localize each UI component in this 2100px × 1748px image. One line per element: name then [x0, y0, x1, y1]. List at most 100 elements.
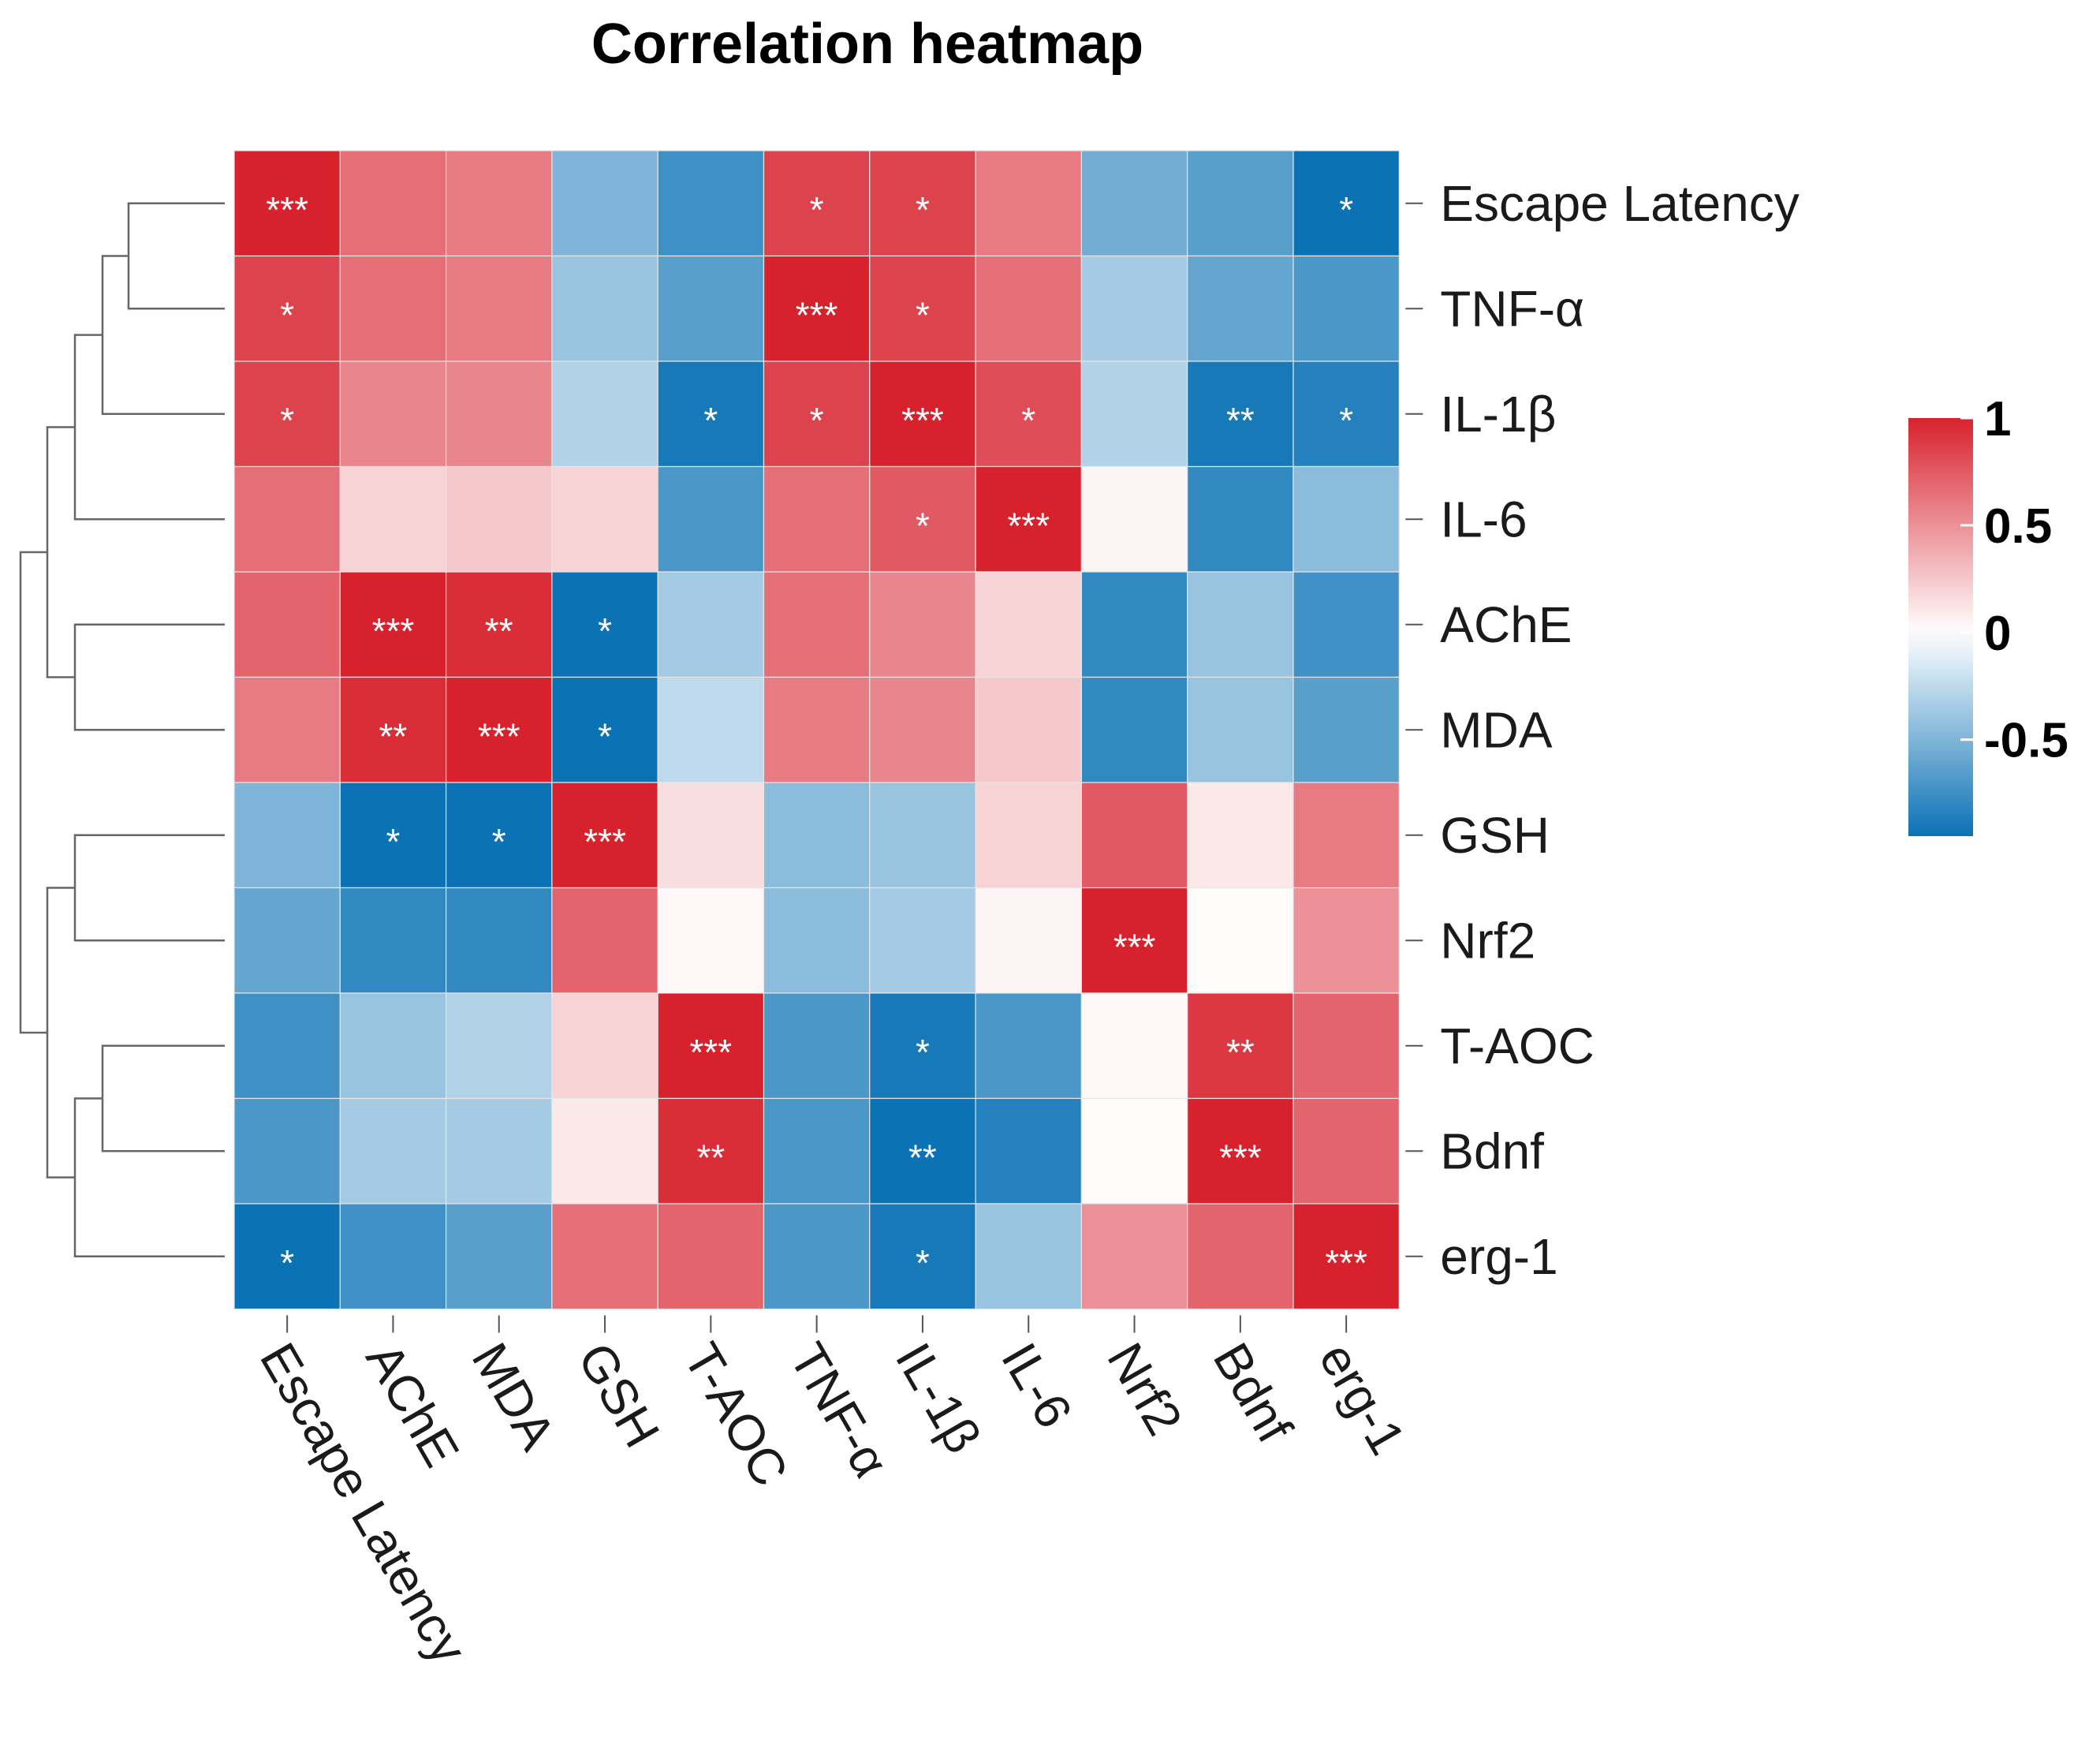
dendrogram-branch	[73, 834, 225, 942]
column-label: MDA	[461, 1334, 567, 1459]
row-label: IL-1β	[1440, 386, 1556, 443]
heatmap-cell	[657, 676, 765, 783]
dendrogram-branch	[127, 202, 225, 310]
heatmap-cell	[1292, 676, 1400, 783]
heatmap-cell	[763, 571, 871, 678]
heatmap-cell	[1187, 676, 1294, 783]
heatmap-cell	[975, 887, 1082, 994]
heatmap-cell	[763, 992, 871, 1100]
heatmap-cell	[233, 992, 341, 1100]
heatmap-cell	[339, 571, 447, 678]
heatmap-cell	[1187, 782, 1294, 889]
heatmap-cell	[1292, 887, 1400, 994]
heatmap-cell	[1292, 465, 1400, 573]
heatmap-cell	[233, 887, 341, 994]
column-label: IL-6	[990, 1334, 1083, 1438]
heatmap-cell	[1292, 571, 1400, 678]
heatmap-cell	[657, 1203, 765, 1310]
heatmap-cell	[339, 887, 447, 994]
significance-label: *	[1021, 400, 1035, 441]
heatmap-cell	[445, 1097, 553, 1205]
significance-label: ***	[1219, 1137, 1262, 1178]
significance-label: *	[916, 505, 930, 546]
column-label: GSH	[567, 1334, 671, 1457]
dendrogram-branch	[73, 334, 225, 521]
dendrogram-branch	[73, 623, 225, 731]
dendrogram-branch	[73, 1097, 225, 1257]
heatmap-cell	[1080, 992, 1188, 1100]
heatmap-cells: *** * * ** *** ** * * *** * ** ** ****** ** *** *** ** * *…	[233, 150, 1400, 1310]
row-label: AChE	[1440, 596, 1572, 653]
heatmap-cell	[1292, 255, 1400, 362]
heatmap-cell	[339, 782, 447, 889]
row-labels: Escape Latency TNF-α IL-1β IL-6 AChE MDA GSH Nr…	[1405, 175, 1800, 1285]
significance-label: *	[810, 189, 824, 230]
heatmap-cell	[869, 1097, 976, 1205]
significance-label: *	[916, 189, 930, 230]
heatmap-cell	[445, 676, 553, 783]
column-label: AChE	[355, 1334, 470, 1477]
column-label: IL-1β	[885, 1334, 992, 1462]
column-label: T-AOC	[673, 1334, 799, 1496]
heatmap-cell	[445, 150, 553, 257]
heatmap-cell	[975, 465, 1082, 573]
heatmap-cell	[869, 571, 976, 678]
heatmap-cell	[1187, 1203, 1294, 1310]
heatmap-cell	[445, 255, 553, 362]
heatmap-cell	[339, 255, 447, 362]
significance-label: *	[598, 715, 612, 756]
heatmap-cell	[551, 571, 658, 678]
heatmap-cell	[233, 150, 341, 257]
significance-label: **	[908, 1137, 937, 1178]
dendrogram-branch	[101, 255, 225, 415]
heatmap-cell	[975, 150, 1082, 257]
heatmap-cell	[233, 255, 341, 362]
heatmap-cell	[763, 676, 871, 783]
significance-label: ***	[266, 189, 308, 230]
color-scale-tick-label: 1	[1984, 392, 2011, 446]
heatmap-cell	[233, 360, 341, 468]
heatmap-cell	[233, 1097, 341, 1205]
row-label: GSH	[1440, 807, 1550, 864]
heatmap-cell	[763, 1097, 871, 1205]
row-label: Nrf2	[1440, 912, 1535, 969]
color-scale-legend: 1 0.5 0 -0.5	[1908, 392, 2068, 836]
heatmap-cell	[657, 150, 765, 257]
significance-label: *	[1339, 189, 1353, 230]
heatmap-cell	[657, 255, 765, 362]
color-scale-tick-label: 0.5	[1984, 499, 2052, 554]
column-label: Bdnf	[1203, 1334, 1304, 1452]
heatmap-cell	[1187, 887, 1294, 994]
heatmap-cell	[869, 1203, 976, 1310]
heatmap-cell	[551, 676, 658, 783]
heatmap-cell	[763, 1203, 871, 1310]
significance-label: ***	[1007, 505, 1050, 546]
significance-label: ***	[1113, 926, 1156, 967]
heatmap-cell	[551, 1203, 658, 1310]
heatmap-cell	[1292, 1203, 1400, 1310]
heatmap-cell	[445, 992, 553, 1100]
heatmap-cell	[551, 782, 658, 889]
heatmap-cell	[763, 782, 871, 889]
heatmap-cell	[975, 571, 1082, 678]
heatmap-cell	[551, 992, 658, 1100]
heatmap-cell	[975, 782, 1082, 889]
heatmap-cell	[445, 360, 553, 468]
significance-label: *	[916, 1242, 930, 1283]
heatmap-cell	[1187, 360, 1294, 468]
heatmap-cell	[339, 992, 447, 1100]
heatmap-cell	[657, 571, 765, 678]
column-label: Nrf2	[1096, 1334, 1193, 1445]
significance-label: *	[1339, 400, 1353, 441]
heatmap-cell	[551, 1097, 658, 1205]
heatmap-cell	[869, 887, 976, 994]
heatmap-cell	[1292, 782, 1400, 889]
heatmap-cell	[339, 465, 447, 573]
row-label: T-AOC	[1440, 1018, 1595, 1074]
significance-label: *	[810, 400, 824, 441]
heatmap-cell	[339, 360, 447, 468]
heatmap-cell	[1292, 360, 1400, 468]
heatmap-cell	[233, 571, 341, 678]
